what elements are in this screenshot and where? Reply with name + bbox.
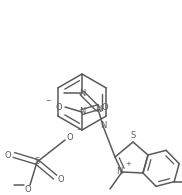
Text: N: N <box>95 105 101 113</box>
Text: O: O <box>25 185 31 194</box>
Text: N: N <box>79 89 85 98</box>
Text: O: O <box>56 104 62 113</box>
Text: +: + <box>125 161 131 167</box>
Text: S: S <box>34 158 40 167</box>
Text: O: O <box>102 104 108 113</box>
Text: O: O <box>58 175 64 183</box>
Text: N: N <box>116 168 122 176</box>
Text: −: − <box>45 98 51 104</box>
Text: S: S <box>130 130 136 139</box>
Text: O: O <box>67 134 73 143</box>
Text: N: N <box>100 121 106 130</box>
Text: N: N <box>79 107 85 116</box>
Text: −: − <box>76 127 82 133</box>
Text: O: O <box>5 151 11 160</box>
